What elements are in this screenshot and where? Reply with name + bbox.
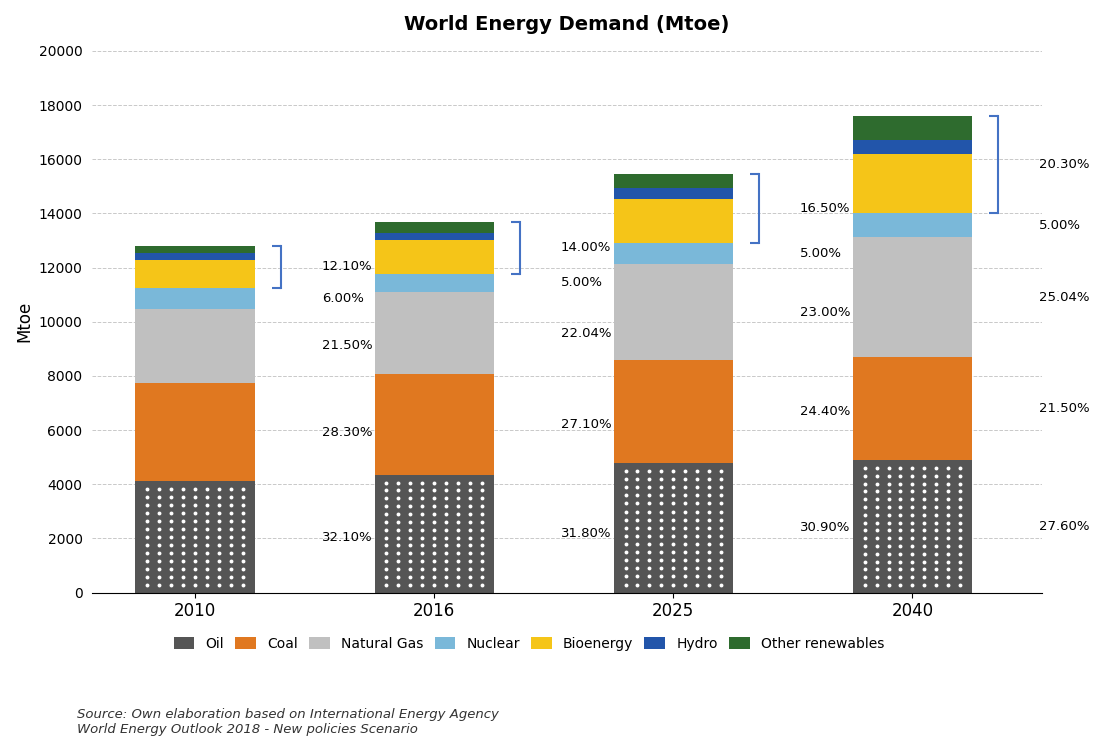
Legend: Oil, Coal, Natural Gas, Nuclear, Bioenergy, Hydro, Other renewables: Oil, Coal, Natural Gas, Nuclear, Bioener… <box>168 631 890 656</box>
Text: 21.50%: 21.50% <box>1039 403 1090 415</box>
Bar <box>375 374 494 475</box>
Text: 16.50%: 16.50% <box>800 202 851 215</box>
Text: 23.00%: 23.00% <box>800 306 851 318</box>
Bar <box>375 222 494 233</box>
Bar <box>375 292 494 374</box>
Bar <box>136 288 255 309</box>
Text: 21.50%: 21.50% <box>322 339 372 352</box>
Title: World Energy Demand (Mtoe): World Energy Demand (Mtoe) <box>404 15 729 34</box>
Bar <box>613 243 733 264</box>
Text: 12.10%: 12.10% <box>322 261 372 273</box>
Bar <box>853 237 972 357</box>
Bar <box>136 260 255 288</box>
Text: 27.60%: 27.60% <box>1039 520 1090 533</box>
Text: 14.00%: 14.00% <box>561 241 611 255</box>
Text: 31.80%: 31.80% <box>561 527 611 540</box>
Text: 24.40%: 24.40% <box>800 406 851 418</box>
Bar <box>375 240 494 273</box>
Bar <box>136 383 255 481</box>
Text: 25.04%: 25.04% <box>1039 291 1090 303</box>
Bar <box>136 253 255 260</box>
Text: 6.00%: 6.00% <box>322 291 364 305</box>
Bar <box>613 360 733 463</box>
Bar <box>853 116 972 140</box>
Bar <box>136 481 255 593</box>
Text: 22.04%: 22.04% <box>561 327 611 339</box>
Text: 5.00%: 5.00% <box>561 276 603 289</box>
Text: 5.00%: 5.00% <box>800 247 842 260</box>
Bar <box>853 154 972 213</box>
Text: 28.30%: 28.30% <box>322 426 372 439</box>
Bar <box>853 140 972 154</box>
Bar <box>136 246 255 253</box>
Text: 27.10%: 27.10% <box>561 418 611 431</box>
Text: 32.10%: 32.10% <box>322 530 372 544</box>
Bar <box>613 264 733 360</box>
Text: 5.00%: 5.00% <box>1039 219 1081 231</box>
Bar <box>136 309 255 383</box>
Bar <box>375 233 494 240</box>
Text: Source: Own elaboration based on International Energy Agency
World Energy Outloo: Source: Own elaboration based on Interna… <box>77 708 499 736</box>
Bar <box>613 189 733 199</box>
Bar <box>375 273 494 292</box>
Bar <box>613 463 733 593</box>
Text: 30.90%: 30.90% <box>800 521 851 534</box>
Bar <box>613 199 733 243</box>
Bar <box>853 213 972 237</box>
Bar <box>853 460 972 593</box>
Text: 20.30%: 20.30% <box>1039 158 1090 171</box>
Bar <box>613 173 733 189</box>
Bar <box>375 475 494 593</box>
Y-axis label: Mtoe: Mtoe <box>15 301 33 342</box>
Bar <box>853 357 972 460</box>
